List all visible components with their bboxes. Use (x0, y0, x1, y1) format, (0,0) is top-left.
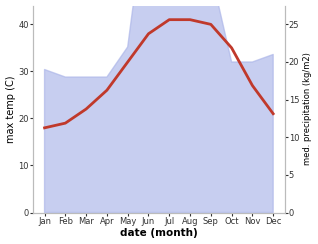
Y-axis label: max temp (C): max temp (C) (5, 75, 16, 143)
X-axis label: date (month): date (month) (120, 228, 198, 238)
Y-axis label: med. precipitation (kg/m2): med. precipitation (kg/m2) (303, 53, 313, 165)
